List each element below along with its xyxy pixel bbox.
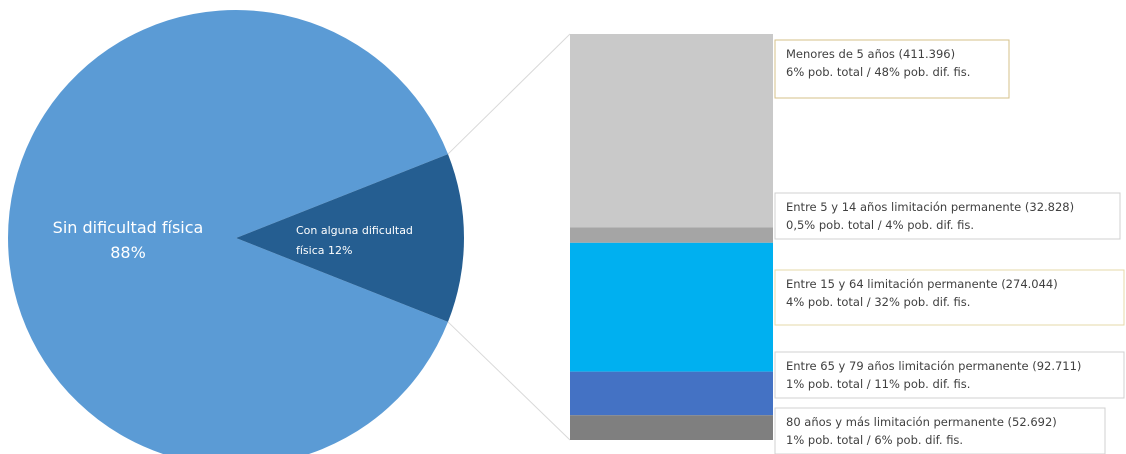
bar-callout-title: 80 años y más limitación permanente (52.… [786,415,1057,429]
pie-slice-percent-con-dificultad: física 12% [296,244,352,257]
bar-segment-2 [570,227,773,243]
bar-callout-box [774,269,1125,326]
bar-callout-box [774,192,1121,240]
pie-slice-percent-sin-dificultad: 88% [110,243,146,262]
bar-segment-5 [570,415,773,440]
bar-callout-share: 4% pob. total / 32% pob. dif. fis. [786,295,970,309]
bar-callout-share: 6% pob. total / 48% pob. dif. fis. [786,65,970,79]
bar-callout-box [774,39,1010,99]
pie-slice-label-sin-dificultad: Sin dificultad física [53,218,204,237]
pie-slice-label-con-dificultad: Con alguna dificultad [296,224,413,237]
bar-segment-4 [570,371,773,416]
bar-segment-3 [570,242,773,372]
bar-callout-5: 80 años y más limitación permanente (52.… [774,407,1106,454]
pie-slice-con-dificultad [236,154,464,322]
bar-callout-share: 0,5% pob. total / 4% pob. dif. fis. [786,218,974,232]
bar-callout-share: 1% pob. total / 6% pob. dif. fis. [786,433,963,447]
bar-callout-box [774,407,1106,454]
pie-slice-sin-dificultad [8,10,448,454]
bar-callout-title: Entre 65 y 79 años limitación permanente… [786,359,1081,373]
bar-segment-1 [570,34,773,228]
bar-callout-title: Entre 5 y 14 años limitación permanente … [786,200,1074,214]
connector-line-bottom [447,321,571,441]
pie: Sin dificultad física 88% Con alguna dific… [8,10,464,454]
bar-callouts: Menores de 5 años (411.396) 6% pob. total… [774,39,1125,454]
bar-callout-4: Entre 65 y 79 años limitación permanente… [774,351,1125,399]
bar-callout-title: Menores de 5 años (411.396) [786,47,955,61]
bar-callout-3: Entre 15 y 64 limitación permanente (274… [774,269,1125,326]
bar-callout-box [774,351,1125,399]
bar-callout-share: 1% pob. total / 11% pob. dif. fis. [786,377,970,391]
bar-callout-1: Menores de 5 años (411.396) 6% pob. total… [774,39,1010,99]
connector-lines [447,33,571,441]
bar-callout-title: Entre 15 y 64 limitación permanente (274… [786,277,1058,291]
bar-callout-2: Entre 5 y 14 años limitación permanente … [774,192,1121,240]
stacked-bar [570,34,773,440]
connector-line-top [447,33,571,155]
